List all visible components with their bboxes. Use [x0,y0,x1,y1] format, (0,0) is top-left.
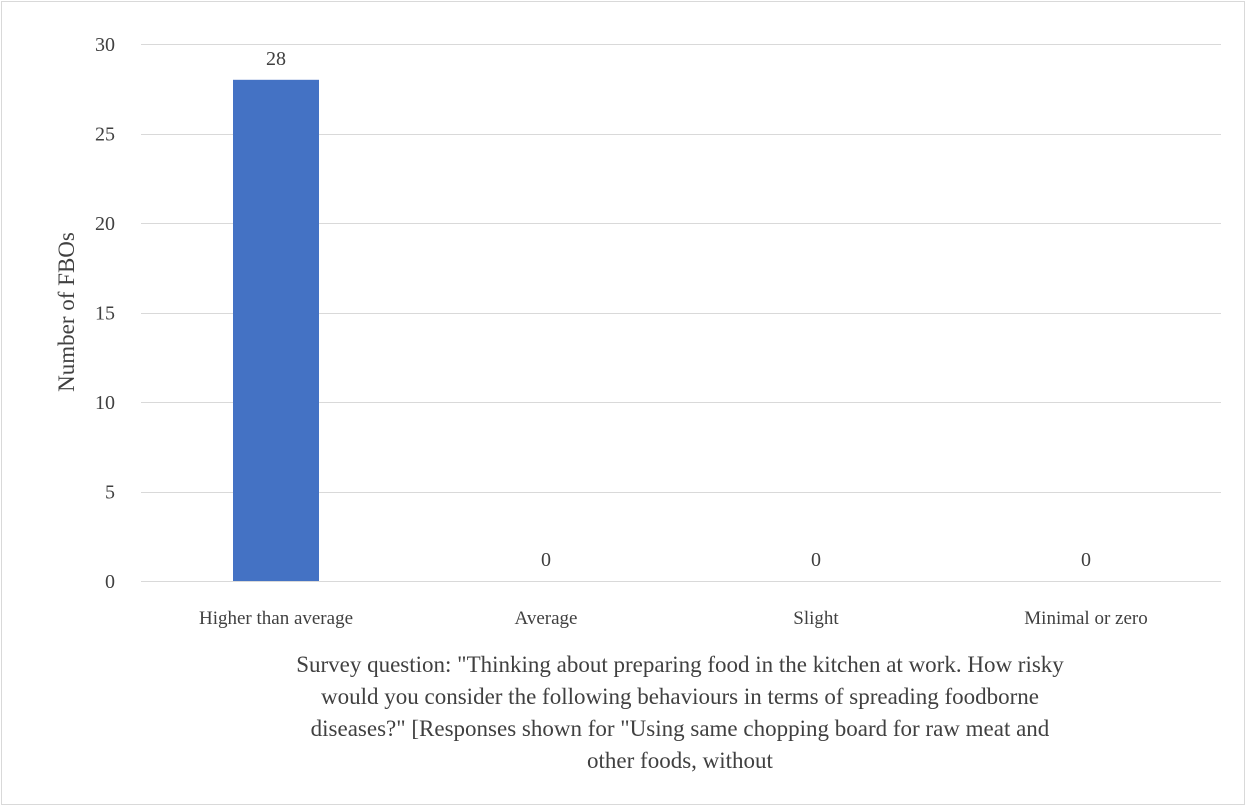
y-tick-label: 25 [95,124,115,146]
x-category-label: Minimal or zero [1024,608,1147,629]
x-axis-title-line: would you consider the following behavio… [321,684,1039,709]
data-label: 0 [811,549,821,571]
data-label: 0 [541,549,551,571]
y-tick-label: 5 [105,482,115,504]
y-tick-label: 20 [95,213,115,235]
x-category-label: Slight [793,608,839,629]
x-axis-title-line: Survey question: "Thinking about prepari… [296,652,1064,677]
x-axis-title: Survey question: "Thinking about prepari… [296,652,1064,773]
data-label: 0 [1081,549,1091,571]
y-axis-title: Number of FBOs [54,232,79,392]
x-axis-categories: Higher than average Average Slight Minimal … [199,608,1148,629]
bar-higher-than-average [233,79,319,582]
y-tick-label: 15 [95,303,115,325]
y-tick-label: 10 [95,392,115,414]
x-axis-title-line: other foods, without [587,748,774,773]
x-axis-title-line: diseases?" [Responses shown for "Using s… [311,716,1050,741]
x-category-label: Higher than average [199,608,353,629]
y-tick-label: 0 [105,571,115,593]
y-axis-ticks: 0 5 10 15 20 25 30 [95,34,115,593]
data-label: 28 [266,48,286,70]
bars [233,79,319,582]
gridlines [141,44,1221,582]
y-tick-label: 30 [95,34,115,56]
data-labels: 28 0 0 0 [266,48,1091,571]
x-category-label: Average [515,608,578,629]
